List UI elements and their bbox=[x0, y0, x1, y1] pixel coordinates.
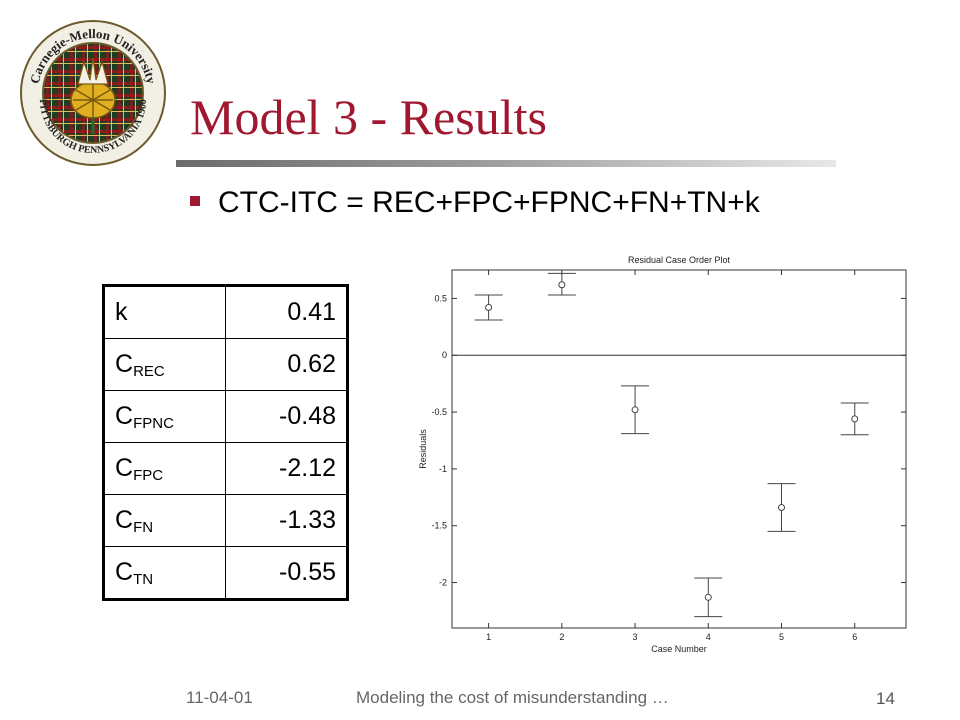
x-tick-label: 3 bbox=[633, 632, 638, 642]
coefficient-symbol: C bbox=[115, 401, 134, 430]
university-seal-logo: Carnegie-Mellon University PITTSBURGH PE… bbox=[20, 20, 166, 166]
coefficient-symbol: C bbox=[115, 349, 134, 378]
page-number: 14 bbox=[876, 689, 895, 708]
coefficient-row: k 0.41 bbox=[104, 286, 347, 339]
x-axis-label: Case Number bbox=[651, 644, 707, 654]
coefficient-symbol: C bbox=[115, 557, 134, 586]
chart-title: Residual Case Order Plot bbox=[628, 255, 731, 265]
coefficient-subscript: TN bbox=[133, 570, 154, 588]
y-tick-label: -2 bbox=[439, 578, 447, 588]
coefficient-name: CFPNC bbox=[104, 390, 226, 443]
coefficient-value: -2.12 bbox=[225, 442, 347, 495]
coefficient-name: k bbox=[104, 286, 226, 339]
coefficient-symbol: k bbox=[115, 298, 128, 326]
coefficient-name: CFPC bbox=[104, 442, 226, 495]
coefficient-row: CFN -1.33 bbox=[104, 494, 347, 547]
residual-point bbox=[631, 406, 639, 414]
x-tick-label: 5 bbox=[779, 632, 784, 642]
coefficient-subscript: FPC bbox=[133, 466, 164, 484]
coefficient-subscript: REC bbox=[133, 362, 165, 380]
y-tick-label: -1.5 bbox=[431, 521, 447, 531]
residual-point bbox=[704, 593, 712, 601]
coefficient-value: -0.55 bbox=[225, 546, 347, 599]
residual-point bbox=[778, 504, 786, 512]
bullet-item: CTC-ITC = REC+FPC+FPNC+FN+TN+k bbox=[190, 186, 760, 220]
coefficient-subscript: FN bbox=[133, 518, 154, 536]
y-tick-label: -0.5 bbox=[431, 407, 447, 417]
residual-plot: Residual Case Order Plot 0.5 0 -0.5 -1 -1.5 -2… bbox=[418, 255, 907, 654]
coefficient-symbol: C bbox=[115, 505, 134, 534]
bullet-text: CTC-ITC = REC+FPC+FPNC+FN+TN+k bbox=[218, 186, 760, 219]
slide-title: Model 3 - Results bbox=[190, 89, 547, 145]
coefficient-subscript: FPNC bbox=[133, 414, 174, 432]
footer-title: Modeling the cost of misunderstanding … bbox=[356, 688, 669, 707]
coefficient-row: CTN -0.55 bbox=[104, 546, 347, 599]
coefficient-name: CREC bbox=[104, 338, 226, 391]
y-tick-label: 0.5 bbox=[434, 293, 447, 303]
coefficient-name: CTN bbox=[104, 546, 226, 599]
residual-point bbox=[558, 281, 566, 289]
y-tick-label: -1 bbox=[439, 464, 447, 474]
coefficient-row: CREC 0.62 bbox=[104, 338, 347, 391]
coefficient-row: CFPC -2.12 bbox=[104, 442, 347, 495]
x-tick-label: 4 bbox=[706, 632, 711, 642]
coefficient-row: CFPNC -0.48 bbox=[104, 390, 347, 443]
bullet-square-icon bbox=[190, 196, 200, 206]
x-tick-label: 2 bbox=[559, 632, 564, 642]
y-axis-label: Residuals bbox=[418, 429, 428, 469]
coefficient-value: 0.62 bbox=[225, 338, 347, 391]
coefficient-value: 0.41 bbox=[225, 286, 347, 339]
x-tick-label: 6 bbox=[852, 632, 857, 642]
coefficient-symbol: C bbox=[115, 453, 134, 482]
coefficient-table: k 0.41 CREC 0.62 CFPNC -0.48 CFPC -2.12 CFN -1.33… bbox=[102, 284, 349, 601]
x-tick-label: 1 bbox=[486, 632, 491, 642]
coefficient-value: -0.48 bbox=[225, 390, 347, 443]
coefficient-name: CFN bbox=[104, 494, 226, 547]
residual-point bbox=[485, 304, 493, 312]
residual-point bbox=[851, 415, 859, 423]
y-tick-label: 0 bbox=[442, 350, 447, 360]
footer-date: 11-04-01 bbox=[186, 688, 253, 707]
coefficient-value: -1.33 bbox=[225, 494, 347, 547]
title-divider bbox=[176, 160, 836, 167]
plot-frame bbox=[451, 269, 907, 629]
